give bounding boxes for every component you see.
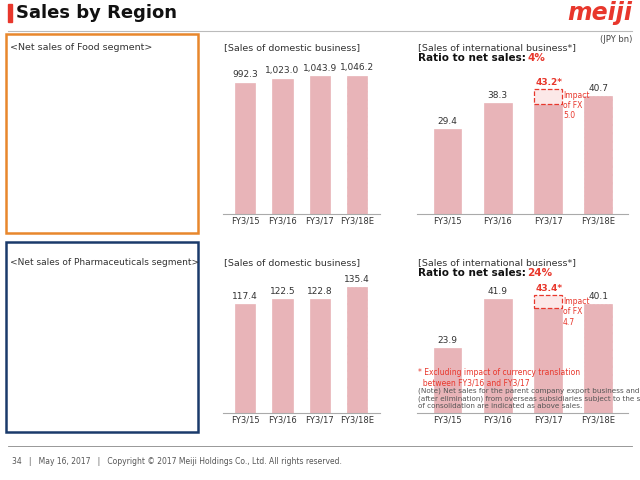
Text: 141.3: 141.3 [29, 300, 55, 310]
Text: Ratio to net sales:: Ratio to net sales: [418, 268, 529, 278]
Bar [8, 4, 12, 22]
Text: 122.8: 122.8 [307, 287, 333, 296]
Text: 117.4: 117.4 [232, 292, 258, 300]
Text: 1,082.1: 1,082.1 [107, 59, 141, 68]
Text: 29.4: 29.4 [438, 117, 458, 126]
Bar [72, 296, 95, 413]
Text: 34   |   May 16, 2017   |   Copyright © 2017 Meiji Holdings Co., Ltd. All rights: 34 | May 16, 2017 | Copyright © 2017 Mei… [12, 457, 342, 467]
Text: <Net sales of Food segment>: <Net sales of Food segment> [10, 43, 152, 52]
Text: Sales by Region: Sales by Region [16, 4, 177, 22]
Text: <Net sales of Pharmaceuticals segment>: <Net sales of Pharmaceuticals segment> [10, 258, 199, 267]
Text: * Excluding impact of currency translation
  between FY3/16 and FY3/17: * Excluding impact of currency translati… [418, 368, 580, 387]
Bar [31, 79, 54, 214]
Bar [235, 83, 255, 214]
Text: 1,023.0: 1,023.0 [266, 66, 300, 75]
Bar [584, 304, 612, 413]
Text: 41.9: 41.9 [488, 288, 508, 297]
Text: 40.7: 40.7 [588, 84, 608, 93]
Text: 43.2*: 43.2* [536, 78, 563, 87]
Text: 24%: 24% [527, 268, 552, 278]
Text: 1,046.2: 1,046.2 [340, 63, 374, 72]
Bar [272, 79, 292, 214]
Text: [Sales of domestic business]: [Sales of domestic business] [224, 258, 360, 267]
Text: 164.5: 164.5 [70, 284, 96, 293]
Text: 1,061.3: 1,061.3 [66, 61, 100, 71]
Text: 161.8: 161.8 [111, 286, 137, 295]
Bar [584, 96, 612, 214]
Bar [534, 104, 562, 214]
Text: 23.9: 23.9 [438, 336, 458, 345]
Bar [347, 287, 367, 413]
Bar [347, 75, 367, 214]
Bar [154, 288, 176, 413]
Text: [Sales of international business*]: [Sales of international business*] [418, 43, 576, 52]
Text: 135.4: 135.4 [344, 275, 370, 284]
Text: 992.3: 992.3 [232, 71, 258, 80]
Text: 122.5: 122.5 [269, 287, 295, 296]
Text: 38.3: 38.3 [488, 91, 508, 100]
Bar [154, 70, 176, 214]
Text: [Sales of international business*]: [Sales of international business*] [418, 258, 576, 267]
Text: 43.4*: 43.4* [536, 284, 563, 293]
Text: Impact
of FX
5.0: Impact of FX 5.0 [563, 91, 589, 120]
Bar [235, 304, 255, 413]
Bar [113, 298, 135, 413]
Bar [113, 71, 135, 214]
Text: (Note) Net sales for the parent company export business and net sales
(after eli: (Note) Net sales for the parent company … [418, 388, 640, 409]
Bar [534, 295, 562, 308]
Text: 4%: 4% [527, 53, 545, 63]
Bar [72, 73, 95, 214]
Bar [534, 308, 562, 413]
Text: 1,021.8: 1,021.8 [26, 67, 60, 75]
Text: 40.1: 40.1 [588, 292, 608, 301]
Text: 38.1: 38.1 [538, 92, 558, 101]
Bar [484, 300, 511, 413]
Text: [Sales of domestic business]: [Sales of domestic business] [224, 43, 360, 52]
Bar [310, 76, 330, 214]
Bar [31, 312, 54, 413]
Bar [434, 129, 461, 214]
Bar [484, 103, 511, 214]
Bar [310, 299, 330, 413]
Text: meiji: meiji [567, 1, 632, 25]
Text: 1,087.0: 1,087.0 [148, 58, 182, 67]
Text: Impact
of FX
4.7: Impact of FX 4.7 [563, 297, 589, 326]
Bar [434, 348, 461, 413]
Text: 38.7: 38.7 [538, 296, 558, 305]
Text: 175.6: 175.6 [152, 276, 178, 286]
Bar [534, 89, 562, 104]
Text: Ratio to net sales:: Ratio to net sales: [418, 53, 529, 63]
Text: (JPY bn): (JPY bn) [600, 35, 632, 44]
Bar [272, 299, 292, 413]
Text: 1,043.9: 1,043.9 [303, 64, 337, 72]
